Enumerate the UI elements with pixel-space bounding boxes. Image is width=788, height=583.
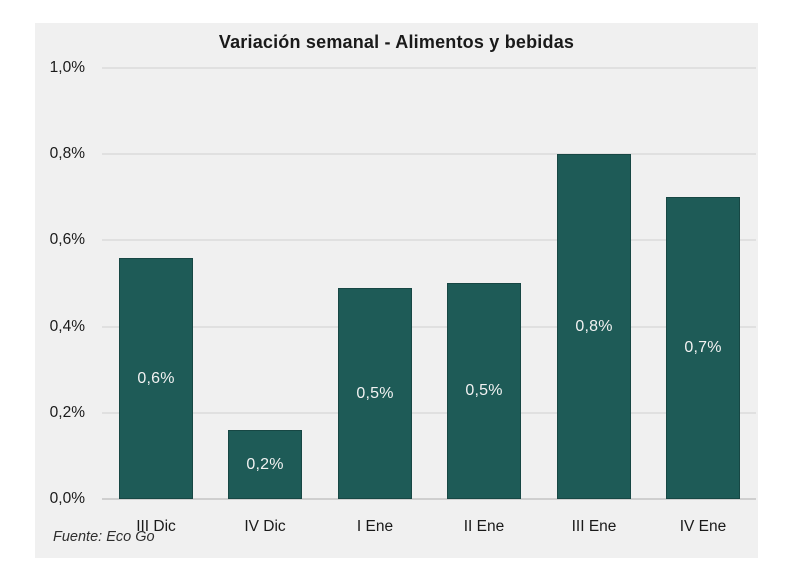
- bar-data-label: 0,5%: [356, 384, 394, 402]
- x-axis-tick-label: III Dic: [136, 518, 176, 535]
- gridline: [102, 239, 756, 241]
- bar-iii-dic: 0,6%: [119, 258, 193, 499]
- source-note: Fuente: Eco Go: [53, 529, 155, 545]
- y-axis-tick-label: 0,6%: [49, 231, 85, 248]
- gridline: [102, 326, 756, 328]
- y-axis-tick-label: 1,0%: [49, 59, 85, 76]
- bar-data-label: 0,6%: [137, 369, 175, 387]
- gridline: [102, 412, 756, 414]
- bar-data-label: 0,8%: [575, 317, 613, 335]
- bar-iii-ene: 0,8%: [557, 154, 631, 499]
- chart-title: Variación semanal - Alimentos y bebidas: [218, 32, 575, 52]
- bar-data-label: 0,2%: [246, 455, 284, 473]
- x-axis-tick-label: IV Dic: [244, 518, 286, 535]
- bar-iv-dic: 0,2%: [228, 430, 302, 499]
- x-axis-tick-label: I Ene: [356, 518, 394, 535]
- y-axis-tick-label: 0,8%: [49, 145, 85, 162]
- y-axis-tick-label: 0,0%: [49, 490, 85, 507]
- chart-panel: Variación semanal - Alimentos y bebidas …: [35, 23, 758, 558]
- y-axis-tick-label: 0,4%: [49, 318, 85, 335]
- bar-ii-ene: 0,5%: [447, 283, 521, 499]
- bar-i-ene: 0,5%: [338, 288, 412, 499]
- x-axis-tick-label: II Ene: [463, 518, 505, 535]
- bar-iv-ene: 0,7%: [666, 197, 740, 499]
- x-axis-line: [102, 498, 756, 500]
- gridline: [102, 153, 756, 155]
- y-axis-tick-label: 0,2%: [49, 404, 85, 421]
- bar-data-label: 0,5%: [465, 382, 503, 399]
- bar-data-label: 0,7%: [684, 339, 722, 356]
- x-axis-tick-label: IV Ene: [679, 518, 727, 535]
- x-axis-tick-label: III Ene: [571, 518, 617, 535]
- gridline: [102, 67, 756, 69]
